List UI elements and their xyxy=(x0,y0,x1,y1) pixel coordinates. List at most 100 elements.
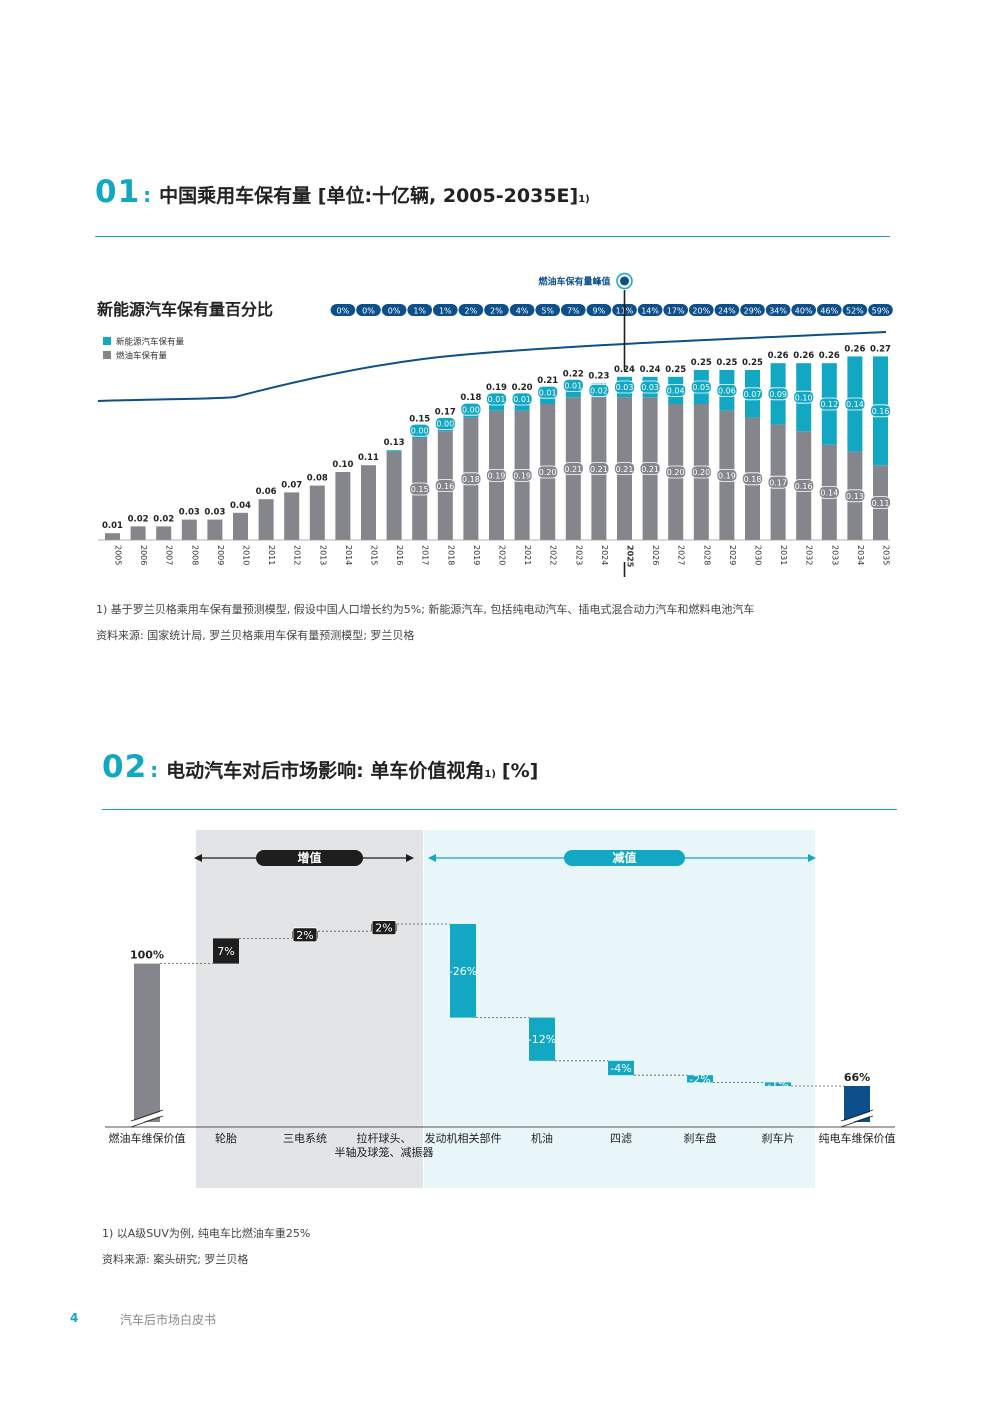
bar-total-label: 0.01 xyxy=(102,521,123,531)
bar-total-label: 0.17 xyxy=(435,407,456,417)
increase-pill xyxy=(256,850,363,866)
bar-nev-label-bg xyxy=(767,387,789,401)
bar-ice xyxy=(181,519,197,540)
waterfall-label-bg xyxy=(371,920,397,935)
bar-nev xyxy=(514,404,530,411)
decrease-pill xyxy=(564,850,685,866)
x-tick-label: 2018 xyxy=(446,545,455,565)
bar-total-label: 0.26 xyxy=(793,351,814,361)
bar-ice-label-bg xyxy=(588,462,610,476)
bar-nev-label: 0.04 xyxy=(667,387,685,396)
waterfall-bar xyxy=(687,1075,713,1083)
nev-share-label: 29% xyxy=(744,306,762,315)
nev-share-label: 9% xyxy=(593,306,606,315)
bar-nev-label: 0.01 xyxy=(488,395,506,404)
bar-nev-label: 0.03 xyxy=(641,383,659,392)
bar-ice-label: 0.21 xyxy=(616,465,634,474)
bar-total-label: 0.23 xyxy=(588,372,609,382)
nev-share-pill xyxy=(356,304,381,316)
nev-share-label: 2% xyxy=(465,306,478,315)
nev-share-pill xyxy=(561,304,586,316)
increase-group-bg xyxy=(196,830,423,1188)
bar-ice-label: 0.16 xyxy=(436,482,454,491)
x-tick-label: 2023 xyxy=(574,545,583,565)
category-label: 拉杆球头、 xyxy=(357,1131,412,1145)
nev-share-label: 2% xyxy=(490,306,503,315)
x-tick-label: 2033 xyxy=(830,545,839,565)
category-label: 纯电车维保价值 xyxy=(819,1131,896,1145)
bar-nev-label-bg xyxy=(665,383,687,397)
axis-break-line xyxy=(130,1115,164,1128)
nev-share-pill xyxy=(484,304,509,316)
x-tick-label: 2011 xyxy=(267,545,276,565)
nev-share-pill xyxy=(433,304,458,316)
section1-heading: 01 : 中国乘用车保有量 [单位:十亿辆, 2005-2035E] 1) xyxy=(95,174,590,210)
bar-total-label: 0.10 xyxy=(332,460,353,470)
bar-total-label: 0.03 xyxy=(204,508,225,518)
nev-share-pill xyxy=(791,304,816,316)
section1-title-footnote: 1) xyxy=(578,194,590,205)
nev-share-pill xyxy=(509,304,535,316)
bar-total-label: 0.25 xyxy=(742,358,763,368)
waterfall-value-label: -2% xyxy=(689,1073,710,1086)
x-tick-label: 2012 xyxy=(293,545,302,565)
nev-share-subtitle: 新能源汽车保有量百分比 xyxy=(97,300,273,319)
nev-share-pill xyxy=(458,304,484,316)
waterfall-value-label: 2% xyxy=(296,929,313,942)
bar-ice-label-bg xyxy=(742,472,763,486)
bar-ice xyxy=(233,512,248,540)
nev-share-pill xyxy=(407,304,432,316)
category-label: 发动机相关部件 xyxy=(425,1131,502,1145)
section2-rule xyxy=(102,809,897,810)
waterfall-value-label: 7% xyxy=(217,945,234,958)
waterfall-value-label: 2% xyxy=(375,922,392,935)
bar-nev-label-bg xyxy=(409,423,431,437)
bar-nev xyxy=(565,390,581,398)
bar-ice-label-bg xyxy=(434,479,456,493)
bar-ice-label: 0.19 xyxy=(513,472,531,481)
bar-total-label: 0.26 xyxy=(819,351,840,361)
bar-ice-label: 0.21 xyxy=(641,465,659,474)
bar-ice xyxy=(156,526,172,540)
bar-nev-label-bg xyxy=(588,383,610,397)
category-label: 半轴及球笼、减振器 xyxy=(335,1145,434,1159)
nev-share-pill xyxy=(740,304,765,316)
section2-title-footnote: 1) xyxy=(484,769,496,780)
bar-total-label: 0.20 xyxy=(512,383,533,393)
x-tick-label: 2034 xyxy=(856,545,865,565)
footer-title: 汽车后市场白皮书 xyxy=(120,1313,217,1327)
bar-total-label: 0.11 xyxy=(358,453,379,463)
bar-total-label: 0.08 xyxy=(307,474,328,484)
bar-ice xyxy=(207,519,223,540)
bar-nev-label: 0.05 xyxy=(692,383,710,392)
nev-share-pill xyxy=(586,304,612,316)
section2-title: 电动汽车对后市场影响: 单车价值视角 xyxy=(166,760,485,782)
nev-share-pill xyxy=(817,304,842,316)
decrease-arrow-right-head xyxy=(808,854,816,862)
nev-share-pill xyxy=(765,304,791,316)
bar-ice-label-bg xyxy=(767,475,789,489)
nev-share-pill xyxy=(535,304,560,316)
axis-break-line xyxy=(840,1109,874,1122)
bar-nev-label-bg xyxy=(716,383,738,397)
nev-share-pill xyxy=(663,304,688,316)
nev-share-pill xyxy=(842,304,868,316)
bar-total-label: 0.13 xyxy=(384,438,405,448)
waterfall-value-label: -26% xyxy=(449,965,477,978)
waterfall-bar xyxy=(213,938,239,964)
bar-nev-label: 0.02 xyxy=(590,387,608,396)
x-tick-label: 2009 xyxy=(216,545,225,565)
section1-source: 资料来源: 国家统计局, 罗兰贝格乘用车保有量预测模型; 罗兰贝格 xyxy=(96,629,415,642)
nev-share-pill xyxy=(381,304,407,316)
bar-ice xyxy=(309,485,325,540)
legend-label-nev: 新能源汽车保有量 xyxy=(116,337,185,348)
bar-total-label: 0.22 xyxy=(563,369,584,379)
waterfall-value-label: -4% xyxy=(610,1062,631,1075)
bar-ice-label-bg xyxy=(614,462,635,476)
bar-nev-label-bg xyxy=(690,380,712,394)
bar-total-label: 0.27 xyxy=(870,344,891,354)
peak-marker-dot xyxy=(620,276,629,286)
bar-total-label: 0.07 xyxy=(281,480,302,490)
bar-total-label: 0.21 xyxy=(537,376,558,386)
